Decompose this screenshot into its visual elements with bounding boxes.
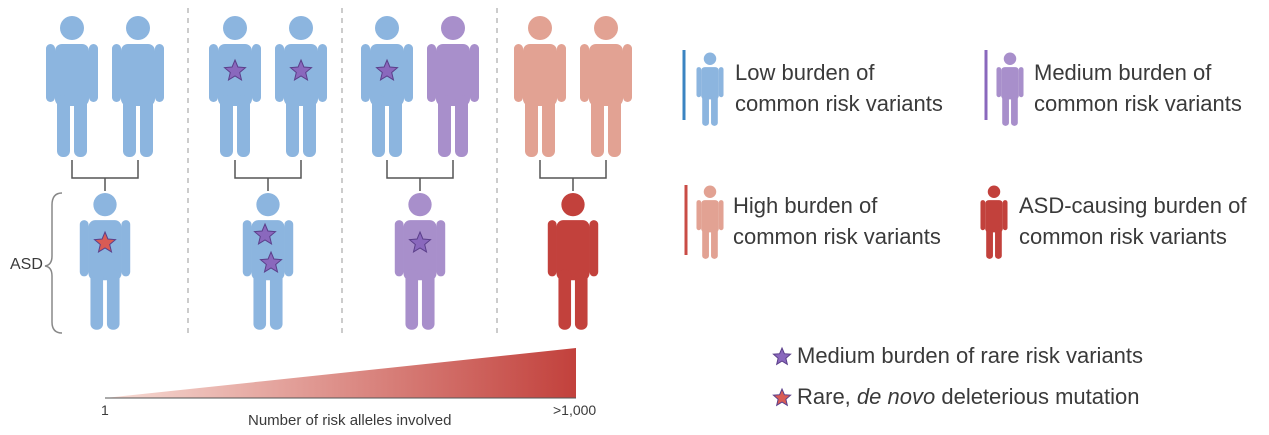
legend-asd: ASD-causing burden of common risk varian… bbox=[1019, 190, 1246, 252]
legend-asd-line1: ASD-causing burden of bbox=[1019, 193, 1247, 218]
legend-medium: Medium burden of common risk variants bbox=[1034, 57, 1242, 119]
asd-label: ASD bbox=[10, 256, 43, 273]
axis-title: Number of risk alleles involved bbox=[248, 412, 452, 429]
star-legend-red: Rare, de novo deleterious mutation bbox=[797, 384, 1139, 410]
parent-figure bbox=[427, 16, 479, 157]
family-connector bbox=[71, 160, 139, 191]
parent-figure bbox=[46, 16, 98, 157]
parent-figure bbox=[112, 16, 164, 157]
axis-end-label: >1,000 bbox=[553, 402, 597, 418]
legend-high-figure bbox=[696, 185, 724, 259]
legend-red-star-icon bbox=[772, 387, 792, 407]
legend-high-line1: High burden of bbox=[733, 193, 878, 218]
star-legend-red-prefix: Rare, bbox=[797, 384, 851, 409]
family-connector bbox=[234, 160, 302, 191]
legend-asd-line2: common risk variants bbox=[1019, 224, 1227, 249]
family-connector bbox=[539, 160, 607, 191]
parent-figure bbox=[275, 16, 327, 157]
parent-figure bbox=[361, 16, 413, 157]
legend-low: Low burden of common risk variants bbox=[735, 57, 943, 119]
asd-brace bbox=[44, 192, 63, 334]
legend-low-line1: Low burden of bbox=[735, 60, 875, 85]
child-figure bbox=[394, 192, 446, 330]
legend-asd-figure bbox=[980, 185, 1008, 259]
star-legend-red-suffix: deleterious mutation bbox=[941, 384, 1140, 409]
legend-medium-line1: Medium burden of bbox=[1034, 60, 1212, 85]
child-figure bbox=[79, 192, 131, 330]
child-figure bbox=[547, 192, 599, 330]
rare-variant-star bbox=[253, 222, 277, 245]
rare-variant-star bbox=[375, 58, 399, 81]
legend-high: High burden of common risk variants bbox=[733, 190, 941, 252]
legend-purple-star-icon bbox=[772, 346, 792, 366]
child-figure bbox=[242, 192, 294, 330]
rare-variant-star bbox=[289, 58, 313, 81]
rare-variant-star bbox=[223, 58, 247, 81]
risk-allele-wedge bbox=[105, 348, 576, 398]
de-novo-mutation-star bbox=[93, 230, 117, 253]
legend-low-line2: common risk variants bbox=[735, 91, 943, 116]
star-legend-red-italic: de novo bbox=[856, 384, 936, 409]
parent-figure bbox=[514, 16, 566, 157]
parent-figure bbox=[580, 16, 632, 157]
parent-figure bbox=[209, 16, 261, 157]
legend-medium-figure bbox=[996, 52, 1024, 126]
star-legend-purple: Medium burden of rare risk variants bbox=[797, 343, 1144, 368]
legend-medium-line2: common risk variants bbox=[1034, 91, 1242, 116]
family-connector bbox=[386, 160, 454, 191]
legend-high-line2: common risk variants bbox=[733, 224, 941, 249]
axis-start-label: 1 bbox=[101, 402, 109, 418]
legend-low-figure bbox=[696, 52, 724, 126]
rare-variant-star bbox=[408, 230, 432, 253]
rare-variant-star bbox=[259, 250, 283, 273]
